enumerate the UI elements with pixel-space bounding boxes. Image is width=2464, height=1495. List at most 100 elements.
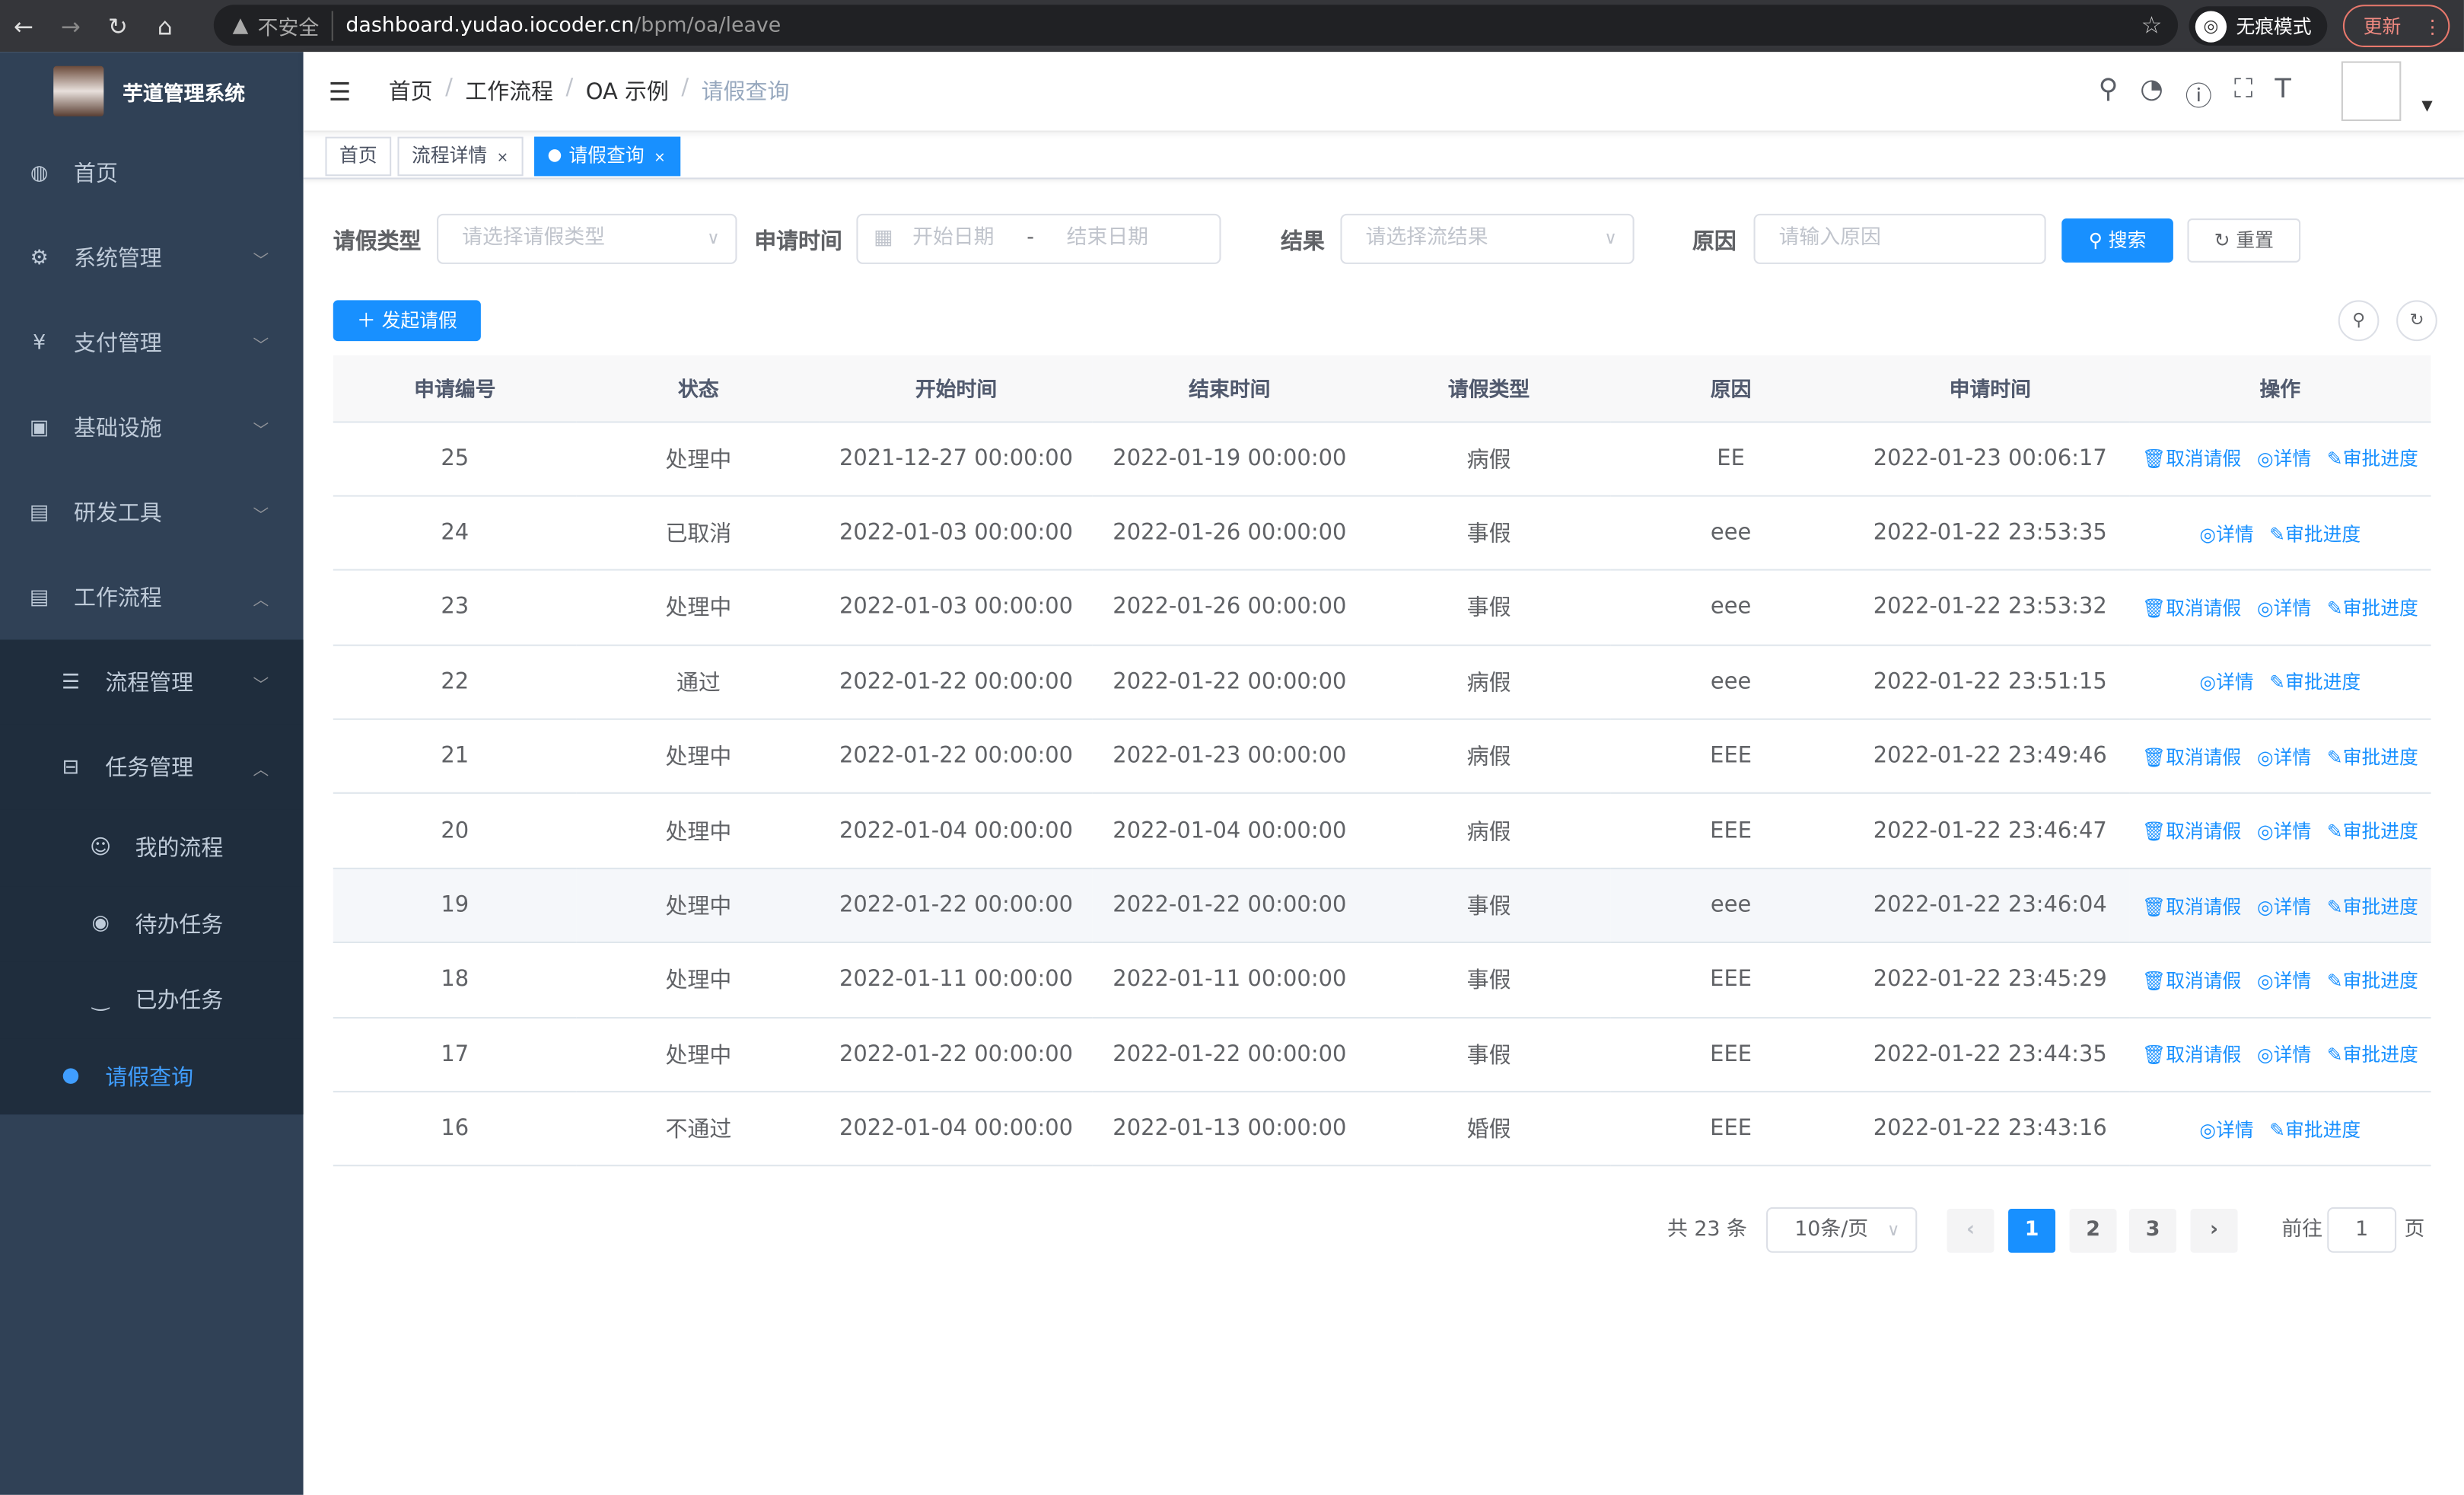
breadcrumb-item: 请假查询 <box>701 80 790 106</box>
table-row[interactable]: 25 处理中 2021-12-27 00:00:00 2022-01-19 00:00… <box>333 421 2431 497</box>
goto-page-input[interactable]: 1 <box>2327 1207 2397 1253</box>
sidebar-item-bpm[interactable]: ▤ 工作流程 ︿ <box>0 555 304 640</box>
fullscreen-icon[interactable]: ⛶ <box>2233 74 2253 106</box>
eye-icon: ◎ <box>2257 969 2274 992</box>
breadcrumb-item[interactable]: OA 示例 <box>585 80 669 106</box>
progress-link[interactable]: ✎审批进度 <box>2327 895 2418 917</box>
cancel-leave-link[interactable]: 🗑取消请假 <box>2142 970 2242 992</box>
search-button[interactable]: ⚲ 搜索 <box>2061 218 2173 263</box>
table-row[interactable]: 23 处理中 2022-01-03 00:00:00 2022-01-26 00:00… <box>333 570 2431 646</box>
reload-icon[interactable]: ↻ <box>107 11 128 40</box>
table-cell: 2022-01-26 00:00:00 <box>1092 496 1367 572</box>
sidebar-item-leave[interactable]: ● 请假查询 <box>0 1038 304 1114</box>
table-row[interactable]: 19 处理中 2022-01-22 00:00:00 2022-01-22 00:00… <box>333 868 2431 944</box>
result-select[interactable]: 请选择流结果 ∨ <box>1340 213 1635 264</box>
table-row[interactable]: 22 通过 2022-01-22 00:00:00 2022-01-22 00:00:… <box>333 645 2431 720</box>
progress-link[interactable]: ✎审批进度 <box>2327 821 2418 843</box>
date-range-picker[interactable]: ▦ 开始日期 - 结束日期 <box>856 213 1221 264</box>
table-row[interactable]: 20 处理中 2022-01-04 00:00:00 2022-01-04 00:00… <box>333 793 2431 869</box>
font-size-icon[interactable]: T <box>2275 74 2291 106</box>
help-icon[interactable]: ⓘ <box>2185 81 2212 113</box>
sidebar-item-pay[interactable]: ¥ 支付管理 ﹀ <box>0 300 304 385</box>
table-row[interactable]: 16 不通过 2022-01-04 00:00:00 2022-01-13 00:00… <box>333 1092 2431 1168</box>
tag-process-detail[interactable]: 流程详情 × <box>397 136 523 177</box>
sidebar-item-my-process[interactable]: ☺ 我的流程 <box>0 809 304 886</box>
table-cell: 2022-01-04 00:00:00 <box>820 1092 1093 1168</box>
avatar[interactable] <box>2341 61 2402 122</box>
progress-link[interactable]: ✎审批进度 <box>2269 523 2361 545</box>
page-size-select[interactable]: 10条/页 ∨ <box>1766 1207 1918 1253</box>
table-row[interactable]: 17 处理中 2022-01-22 00:00:00 2022-01-22 00:00… <box>333 1017 2431 1093</box>
table-row[interactable]: 24 已取消 2022-01-03 00:00:00 2022-01-26 00:00… <box>333 496 2431 572</box>
detail-link[interactable]: ◎详情 <box>2199 671 2253 693</box>
table-cell: 2022-01-22 00:00:00 <box>1092 868 1367 944</box>
search-icon[interactable]: ⚲ <box>2098 74 2119 106</box>
progress-link[interactable]: ✎审批进度 <box>2327 1044 2418 1066</box>
github-icon[interactable]: ◔ <box>2140 74 2163 106</box>
tag-leave[interactable]: 请假查询 × <box>534 136 680 177</box>
add-leave-button[interactable]: ＋ 发起请假 <box>333 300 481 342</box>
detail-link[interactable]: ◎详情 <box>2199 1119 2253 1141</box>
reason-input[interactable]: 请输入原因 <box>1753 213 2046 264</box>
sidebar-item-infra[interactable]: ▣ 基础设施 ﹀ <box>0 385 304 470</box>
detail-link[interactable]: ◎详情 <box>2257 821 2311 843</box>
back-icon[interactable]: ← <box>13 11 33 40</box>
sidebar-item-task[interactable]: ⊟ 任务管理 ︿ <box>0 724 304 810</box>
page-3[interactable]: 3 <box>2129 1208 2177 1253</box>
update-button[interactable]: 更新 ⋮ <box>2342 5 2450 47</box>
reset-button[interactable]: ↻ 重置 <box>2187 218 2301 263</box>
progress-link[interactable]: ✎审批进度 <box>2327 448 2418 470</box>
sidebar-item-system[interactable]: ⚙ 系统管理 ﹀ <box>0 215 304 301</box>
detail-link[interactable]: ◎详情 <box>2199 523 2253 545</box>
progress-link[interactable]: ✎审批进度 <box>2327 970 2418 992</box>
app-logo[interactable]: 芋道管理系统 <box>0 52 304 130</box>
toggle-search-button[interactable]: ⚲ <box>2338 300 2380 342</box>
incognito-badge[interactable]: ◎ 无痕模式 <box>2189 6 2328 46</box>
end-date[interactable]: 结束日期 <box>1066 226 1149 250</box>
type-select[interactable]: 请选择请假类型 ∨ <box>437 213 737 264</box>
sidebar-item-model[interactable]: ☰ 流程管理 ﹀ <box>0 639 304 725</box>
trash-icon: 🗑 <box>2141 969 2166 992</box>
hamburger-icon[interactable]: ☰ <box>328 76 352 107</box>
cancel-leave-link[interactable]: 🗑取消请假 <box>2142 1044 2242 1066</box>
detail-link[interactable]: ◎详情 <box>2257 1044 2311 1066</box>
progress-link[interactable]: ✎审批进度 <box>2327 598 2418 620</box>
cancel-leave-link[interactable]: 🗑取消请假 <box>2142 821 2242 843</box>
progress-link[interactable]: ✎审批进度 <box>2269 671 2361 693</box>
breadcrumb-item[interactable]: 工作流程 <box>465 80 554 106</box>
detail-link[interactable]: ◎详情 <box>2257 448 2311 470</box>
cancel-leave-link[interactable]: 🗑取消请假 <box>2142 746 2242 768</box>
table-row[interactable]: 21 处理中 2022-01-22 00:00:00 2022-01-23 00:00… <box>333 719 2431 795</box>
detail-link[interactable]: ◎详情 <box>2257 895 2311 917</box>
start-date[interactable]: 开始日期 <box>912 226 995 250</box>
sidebar-item-todo[interactable]: ◉ 待办任务 <box>0 885 304 962</box>
cancel-leave-link[interactable]: 🗑取消请假 <box>2142 598 2242 620</box>
table-cell: 2022-01-22 23:49:46 <box>1851 719 2130 795</box>
sidebar-item-done[interactable]: ‿ 已办任务 <box>0 961 304 1038</box>
tag-home[interactable]: 首页 <box>325 136 392 177</box>
detail-link[interactable]: ◎详情 <box>2257 970 2311 992</box>
address-bar[interactable]: ▲ 不安全 dashboard.yudao.iocoder.cn/bpm/oa/… <box>213 5 2179 46</box>
breadcrumb-item[interactable]: 首页 <box>388 80 433 106</box>
caret-down-icon[interactable]: ▼ <box>2421 99 2433 115</box>
progress-link[interactable]: ✎审批进度 <box>2269 1119 2361 1141</box>
sidebar-item-home[interactable]: ◍ 首页 <box>0 130 304 215</box>
page-2[interactable]: 2 <box>2069 1208 2117 1253</box>
detail-link[interactable]: ◎详情 <box>2257 598 2311 620</box>
close-icon[interactable]: × <box>496 151 509 167</box>
star-icon[interactable]: ☆ <box>2141 11 2163 40</box>
refresh-button[interactable]: ↻ <box>2396 300 2437 342</box>
prev-page-button[interactable]: ‹ <box>1947 1208 1994 1253</box>
detail-link[interactable]: ◎详情 <box>2257 746 2311 768</box>
home-icon[interactable]: ⌂ <box>157 11 173 40</box>
table-cell: EEE <box>1610 719 1851 795</box>
page-1[interactable]: 1 <box>2008 1208 2056 1253</box>
table-row[interactable]: 18 处理中 2022-01-11 00:00:00 2022-01-11 00:00… <box>333 942 2431 1018</box>
next-page-button[interactable]: › <box>2190 1208 2238 1253</box>
cancel-leave-link[interactable]: 🗑取消请假 <box>2142 448 2242 470</box>
close-icon[interactable]: × <box>654 151 666 167</box>
progress-link[interactable]: ✎审批进度 <box>2327 746 2418 768</box>
sidebar-item-tool[interactable]: ▤ 研发工具 ﹀ <box>0 470 304 555</box>
cancel-leave-link[interactable]: 🗑取消请假 <box>2142 895 2242 917</box>
forward-icon[interactable]: → <box>60 11 81 40</box>
